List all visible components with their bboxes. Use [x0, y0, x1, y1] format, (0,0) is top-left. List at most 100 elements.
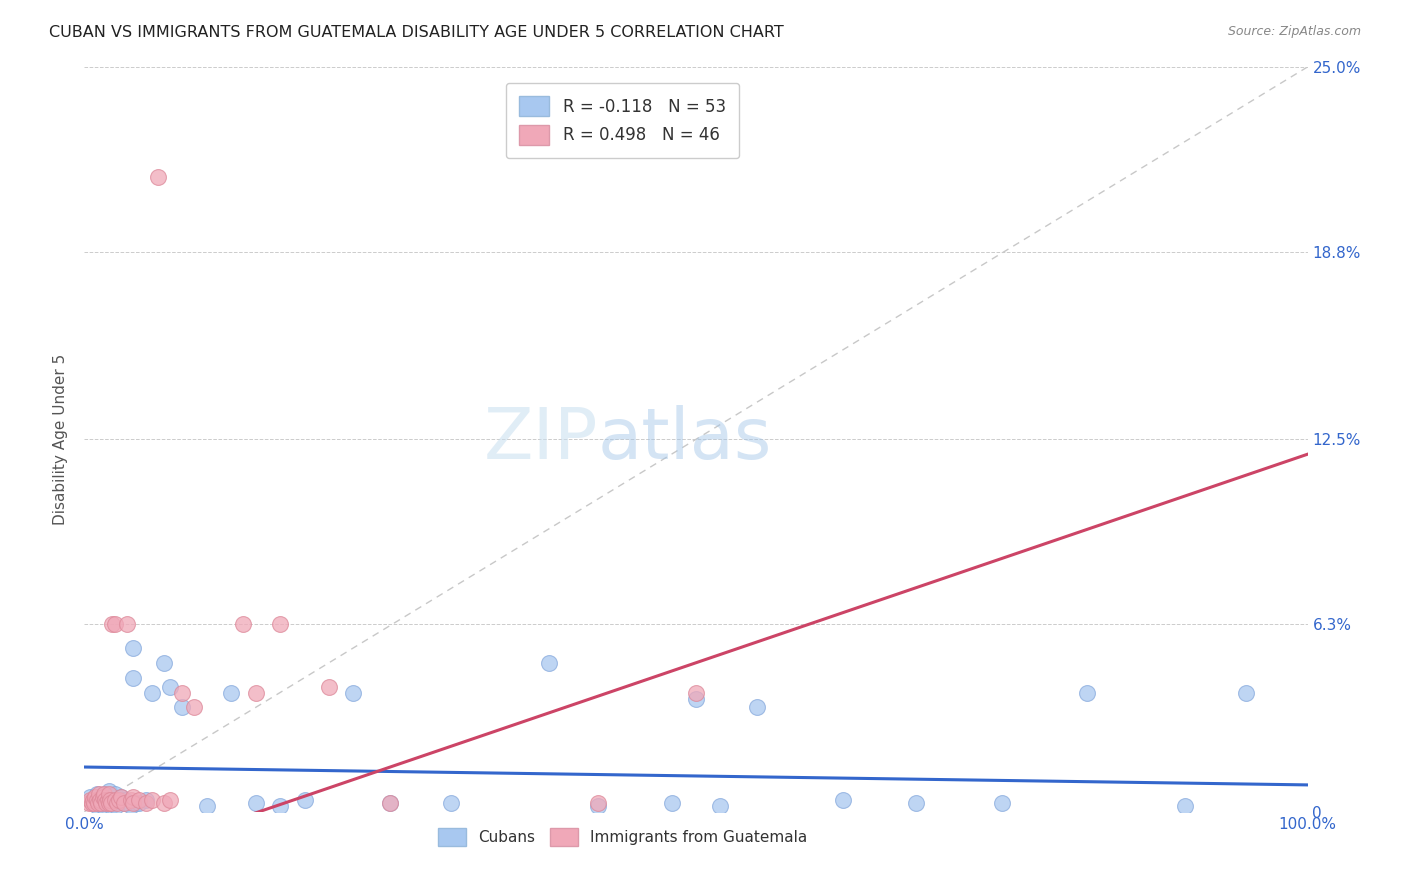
Point [141, 685, 163, 699]
Point [89, 793, 111, 807]
Point [87, 793, 110, 807]
Point [93, 796, 115, 810]
Point [232, 617, 254, 632]
Point [87, 796, 110, 810]
Point [269, 617, 291, 632]
Legend: Cubans, Immigrants from Guatemala: Cubans, Immigrants from Guatemala [432, 822, 813, 853]
Point [97, 784, 120, 798]
Point [86, 793, 108, 807]
Point [100, 796, 122, 810]
Point [318, 680, 340, 694]
Point [122, 671, 145, 685]
Point [98, 789, 121, 804]
Point [83, 796, 105, 810]
Point [586, 796, 609, 810]
Point [91, 798, 114, 813]
Point [101, 617, 124, 632]
Point [86, 798, 108, 813]
Point [96, 793, 118, 807]
Point [112, 796, 135, 810]
Point [342, 685, 364, 699]
Point [685, 691, 707, 706]
Y-axis label: Disability Age Under 5: Disability Age Under 5 [53, 354, 69, 524]
Point [120, 793, 142, 807]
Point [380, 796, 402, 810]
Point [122, 789, 145, 804]
Point [100, 798, 122, 813]
Point [104, 793, 127, 807]
Point [114, 793, 136, 807]
Point [79, 789, 101, 804]
Point [141, 793, 163, 807]
Point [104, 787, 127, 801]
Point [709, 798, 731, 813]
Point [831, 793, 853, 807]
Point [84, 789, 107, 804]
Point [77, 796, 100, 810]
Point [107, 793, 129, 807]
Point [1236, 685, 1258, 699]
Point [94, 793, 117, 807]
Point [80, 796, 103, 810]
Point [245, 685, 267, 699]
Point [747, 700, 769, 714]
Point [128, 793, 150, 807]
Point [96, 796, 118, 810]
Point [94, 787, 117, 801]
Point [538, 656, 561, 670]
Text: CUBAN VS IMMIGRANTS FROM GUATEMALA DISABILITY AGE UNDER 5 CORRELATION CHART: CUBAN VS IMMIGRANTS FROM GUATEMALA DISAB… [49, 25, 785, 40]
Point [135, 796, 157, 810]
Point [97, 796, 120, 810]
Point [107, 793, 129, 807]
Point [115, 796, 138, 810]
Point [97, 796, 120, 810]
Point [112, 796, 135, 810]
Point [97, 787, 120, 801]
Point [87, 787, 110, 801]
Point [146, 170, 169, 185]
Point [1076, 685, 1098, 699]
Text: Source: ZipAtlas.com: Source: ZipAtlas.com [1227, 25, 1361, 38]
Point [79, 793, 101, 807]
Point [97, 793, 120, 807]
Point [86, 787, 108, 801]
Point [294, 793, 316, 807]
Point [120, 798, 142, 813]
Point [183, 700, 205, 714]
Point [105, 798, 128, 813]
Point [89, 796, 111, 810]
Point [269, 798, 291, 813]
Point [991, 796, 1014, 810]
Point [159, 680, 181, 694]
Point [172, 685, 194, 699]
Point [105, 796, 128, 810]
Point [91, 789, 114, 804]
Point [219, 685, 242, 699]
Point [91, 789, 114, 804]
Text: atlas: atlas [598, 405, 772, 474]
Point [440, 796, 463, 810]
Point [153, 796, 176, 810]
Point [115, 617, 138, 632]
Point [661, 796, 683, 810]
Point [122, 796, 145, 810]
Point [159, 793, 181, 807]
Point [83, 796, 105, 810]
Point [82, 793, 104, 807]
Point [195, 798, 218, 813]
Point [380, 796, 402, 810]
Point [103, 796, 125, 810]
Point [90, 796, 112, 810]
Point [110, 789, 132, 804]
Point [1174, 798, 1197, 813]
Point [98, 793, 121, 807]
Text: ZIP: ZIP [484, 405, 598, 474]
Point [586, 798, 609, 813]
Point [905, 796, 928, 810]
Point [110, 789, 132, 804]
Point [172, 700, 194, 714]
Point [153, 656, 176, 670]
Point [245, 796, 267, 810]
Point [122, 640, 145, 655]
Point [125, 796, 148, 810]
